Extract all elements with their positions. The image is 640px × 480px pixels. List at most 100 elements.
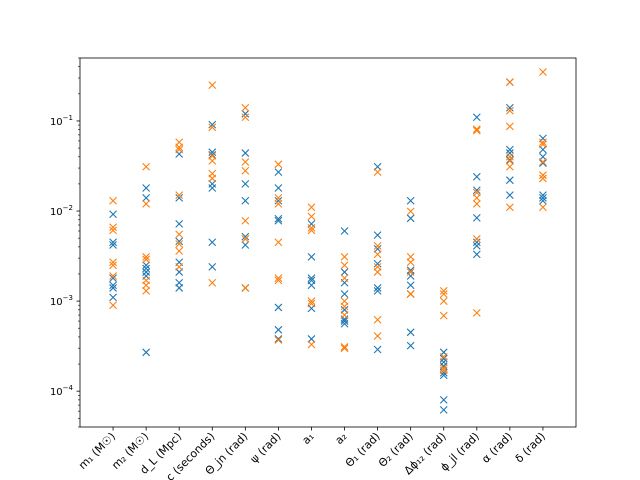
data-point-x-marker (307, 299, 316, 308)
data-point-x-marker (109, 258, 117, 267)
data-point-x-marker (505, 162, 514, 171)
data-point-x-marker (340, 274, 349, 282)
data-point-x-marker (439, 366, 448, 375)
data-point-x-marker (109, 196, 117, 205)
data-point-x-marker (109, 223, 117, 232)
data-point-x-marker (175, 145, 184, 154)
data-point-x-marker (241, 113, 250, 122)
data-point-x-marker (274, 238, 283, 247)
data-point-x-marker (241, 232, 250, 241)
data-point-x-marker (472, 213, 481, 222)
data-point-x-marker (539, 138, 547, 147)
data-point-x-marker (340, 302, 349, 311)
data-point-x-marker (406, 328, 415, 337)
data-point-x-marker (274, 216, 283, 225)
data-point-x-marker (208, 278, 217, 287)
data-markers (109, 68, 547, 414)
data-point-x-marker (175, 237, 184, 246)
data-point-x-marker (175, 230, 184, 239)
data-point-x-marker (373, 168, 382, 177)
data-point-x-marker (505, 78, 514, 86)
data-point-x-marker (142, 286, 151, 295)
data-point-x-marker (505, 106, 514, 115)
data-point-x-marker (505, 176, 514, 185)
data-point-x-marker (175, 191, 184, 200)
data-point-x-marker (241, 235, 250, 243)
data-point-x-marker (340, 261, 349, 270)
data-point-x-marker (406, 268, 415, 276)
data-point-x-marker (505, 155, 514, 164)
data-point-x-marker (307, 223, 316, 232)
data-point-x-marker (274, 200, 283, 208)
data-point-x-marker (307, 212, 316, 221)
data-point-x-marker (373, 284, 382, 292)
data-point-x-marker (175, 219, 184, 228)
data-point-x-marker (539, 193, 547, 202)
series-2-markers (109, 68, 547, 375)
data-point-x-marker (340, 311, 349, 319)
data-point-x-marker (340, 344, 349, 353)
data-point-x-marker (109, 210, 117, 219)
data-point-x-marker (142, 281, 151, 290)
data-point-x-marker (439, 354, 448, 363)
data-point-x-marker (241, 149, 250, 157)
data-point-x-marker (175, 247, 184, 255)
data-point-x-marker (472, 125, 481, 134)
data-point-x-marker (406, 281, 415, 290)
data-point-x-marker (373, 332, 382, 340)
data-point-x-marker (340, 252, 349, 261)
data-point-x-marker (208, 184, 217, 192)
data-point-x-marker (406, 266, 415, 275)
data-point-x-marker (439, 405, 448, 414)
data-point-x-marker (307, 252, 316, 261)
data-point-x-marker (208, 120, 217, 129)
data-point-x-marker (472, 126, 481, 135)
data-point-x-marker (505, 203, 514, 212)
data-point-x-marker (142, 200, 151, 208)
data-point-x-marker (472, 200, 481, 208)
data-point-x-marker (539, 134, 547, 143)
data-point-x-marker (208, 148, 217, 157)
data-point-x-marker (307, 340, 316, 349)
data-point-x-marker (274, 184, 283, 192)
data-point-x-marker (373, 315, 382, 324)
data-point-x-marker (373, 286, 382, 295)
data-point-x-marker (208, 123, 217, 132)
data-point-x-marker (109, 261, 117, 270)
data-point-x-marker (307, 226, 316, 235)
data-point-x-marker (241, 109, 250, 118)
data-point-x-marker (539, 159, 547, 168)
data-point-x-marker (340, 319, 349, 328)
data-point-x-marker (208, 174, 217, 183)
data-point-x-marker (406, 196, 415, 205)
data-point-x-marker (539, 68, 547, 76)
y-tick-label: 10−3 (50, 294, 73, 308)
data-point-x-marker (274, 196, 283, 205)
data-point-x-marker (109, 293, 117, 302)
data-point-x-marker (406, 258, 415, 267)
data-point-x-marker (274, 303, 283, 312)
data-point-x-marker (505, 157, 514, 165)
data-point-x-marker (274, 168, 283, 177)
data-point-x-marker (373, 250, 382, 259)
data-point-x-marker (505, 191, 514, 200)
data-point-x-marker (307, 274, 316, 282)
data-point-x-marker (241, 241, 250, 249)
data-point-x-marker (274, 214, 283, 223)
data-point-x-marker (406, 341, 415, 350)
data-point-x-marker (406, 290, 415, 298)
data-point-x-marker (539, 191, 547, 200)
data-point-x-marker (539, 158, 547, 166)
data-point-x-marker (373, 242, 382, 250)
data-point-x-marker (539, 203, 547, 212)
data-point-x-marker (241, 158, 250, 166)
data-point-x-marker (241, 103, 250, 112)
data-point-x-marker (274, 193, 283, 202)
data-point-x-marker (340, 317, 349, 325)
y-tick-label: 10−4 (50, 384, 74, 398)
data-point-x-marker (406, 214, 415, 223)
data-point-x-marker (439, 395, 448, 404)
data-point-x-marker (373, 231, 382, 240)
data-point-x-marker (109, 284, 117, 292)
data-point-x-marker (109, 301, 117, 310)
